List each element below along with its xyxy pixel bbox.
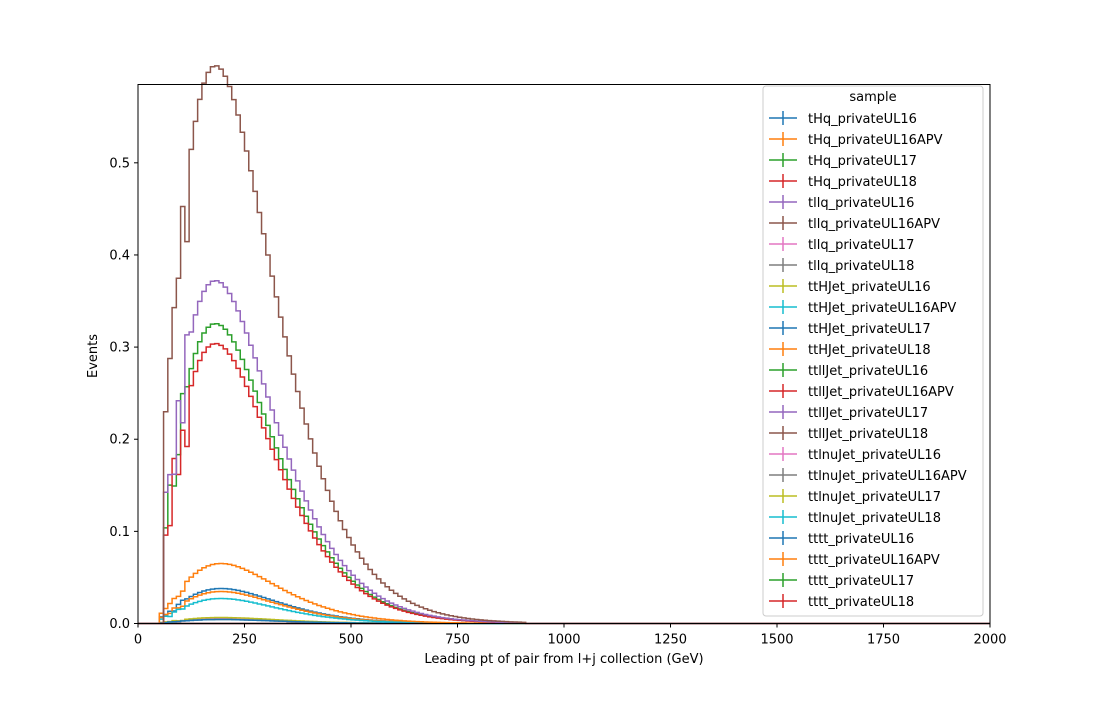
legend-title: sample <box>849 90 896 105</box>
legend-label: ttllJet_privateUL17 <box>808 406 928 421</box>
legend-label: ttHJet_privateUL18 <box>808 343 931 358</box>
legend-entry: tttt_privateUL18 <box>769 594 914 610</box>
legend-label: ttllJet_privateUL16 <box>808 364 928 379</box>
legend-entry: tHq_privateUL16APV <box>769 132 943 148</box>
legend-label: ttllJet_privateUL16APV <box>808 385 954 400</box>
y-tick-label: 0.5 <box>109 156 130 171</box>
legend-entry: ttlnuJet_privateUL16APV <box>769 468 967 484</box>
x-tick-label: 1250 <box>654 633 687 648</box>
legend-entry: ttllJet_privateUL17 <box>769 405 928 421</box>
legend-entry: tllq_privateUL16 <box>769 195 914 211</box>
x-tick-label: 1000 <box>547 633 580 648</box>
legend-entry: tttt_privateUL17 <box>769 573 914 589</box>
legend-label: ttHJet_privateUL17 <box>808 322 931 337</box>
legend-label: tttt_privateUL16APV <box>808 553 940 568</box>
legend-entry: tttt_privateUL16 <box>769 531 914 547</box>
legend-label: tHq_privateUL18 <box>808 175 917 190</box>
legend-entry: ttllJet_privateUL18 <box>769 426 928 442</box>
legend-label: tttt_privateUL18 <box>808 595 914 610</box>
legend-label: ttHJet_privateUL16APV <box>808 301 956 316</box>
legend-entry: ttlnuJet_privateUL16 <box>769 447 941 463</box>
legend-entry: tllq_privateUL18 <box>769 258 914 274</box>
x-ticks: 0 250 500 750 1000 1250 1500 1750 2000 <box>134 623 1007 648</box>
x-tick-label: 1500 <box>760 633 793 648</box>
legend-entry: tllq_privateUL17 <box>769 237 914 253</box>
x-tick-label: 0 <box>134 633 142 648</box>
legend-label: tHq_privateUL17 <box>808 154 917 169</box>
legend-label: tllq_privateUL17 <box>808 238 914 253</box>
legend-label: tHq_privateUL16APV <box>808 133 943 148</box>
legend-label: ttlnuJet_privateUL17 <box>808 490 941 505</box>
y-tick-label: 0.3 <box>109 341 130 356</box>
x-tick-label: 2000 <box>973 633 1006 648</box>
x-tick-label: 1750 <box>867 633 900 648</box>
legend-entry: tttt_privateUL16APV <box>769 552 940 568</box>
legend-entry: tHq_privateUL18 <box>769 174 917 190</box>
legend-entry: tllq_privateUL16APV <box>769 216 940 232</box>
legend-entry: ttHJet_privateUL16 <box>769 279 931 295</box>
legend-box <box>762 85 984 617</box>
legend-entry: ttHJet_privateUL16APV <box>769 300 956 316</box>
legend-label: ttHJet_privateUL16 <box>808 280 931 295</box>
y-ticks: 0.0 0.1 0.2 0.3 0.4 0.5 <box>109 156 138 632</box>
legend-label: ttllJet_privateUL18 <box>808 427 928 442</box>
legend-entry: ttlnuJet_privateUL18 <box>769 510 941 526</box>
x-tick-label: 750 <box>445 633 470 648</box>
legend-label: tHq_privateUL16 <box>808 112 917 127</box>
y-tick-label: 0.0 <box>109 617 130 632</box>
y-axis-label: Events <box>86 334 101 378</box>
x-tick-label: 250 <box>232 633 257 648</box>
legend-label: ttlnuJet_privateUL18 <box>808 511 941 526</box>
legend-entry: tHq_privateUL17 <box>769 153 917 169</box>
legend-label: tllq_privateUL18 <box>808 259 914 274</box>
y-tick-label: 0.4 <box>109 248 130 263</box>
legend-label: tllq_privateUL16APV <box>808 217 940 232</box>
legend-entry: ttlnuJet_privateUL17 <box>769 489 941 505</box>
legend-entry: tHq_privateUL16 <box>769 111 917 127</box>
legend-entry: ttHJet_privateUL18 <box>769 342 931 358</box>
legend-label: tttt_privateUL17 <box>808 574 914 589</box>
legend-entry: ttHJet_privateUL17 <box>769 321 931 337</box>
x-tick-label: 500 <box>339 633 364 648</box>
x-axis-label: Leading pt of pair from l+j collection (… <box>424 652 703 667</box>
y-tick-label: 0.2 <box>109 433 130 448</box>
legend: sample tHq_privateUL16 tHq_privateUL16APV… <box>762 85 984 617</box>
legend-label: ttlnuJet_privateUL16APV <box>808 469 967 484</box>
y-tick-label: 0.1 <box>109 525 130 540</box>
legend-label: ttlnuJet_privateUL16 <box>808 448 941 463</box>
legend-label: tllq_privateUL16 <box>808 196 914 211</box>
legend-entry: ttllJet_privateUL16 <box>769 363 928 379</box>
legend-label: tttt_privateUL16 <box>808 532 914 547</box>
legend-entry: ttllJet_privateUL16APV <box>769 384 954 400</box>
